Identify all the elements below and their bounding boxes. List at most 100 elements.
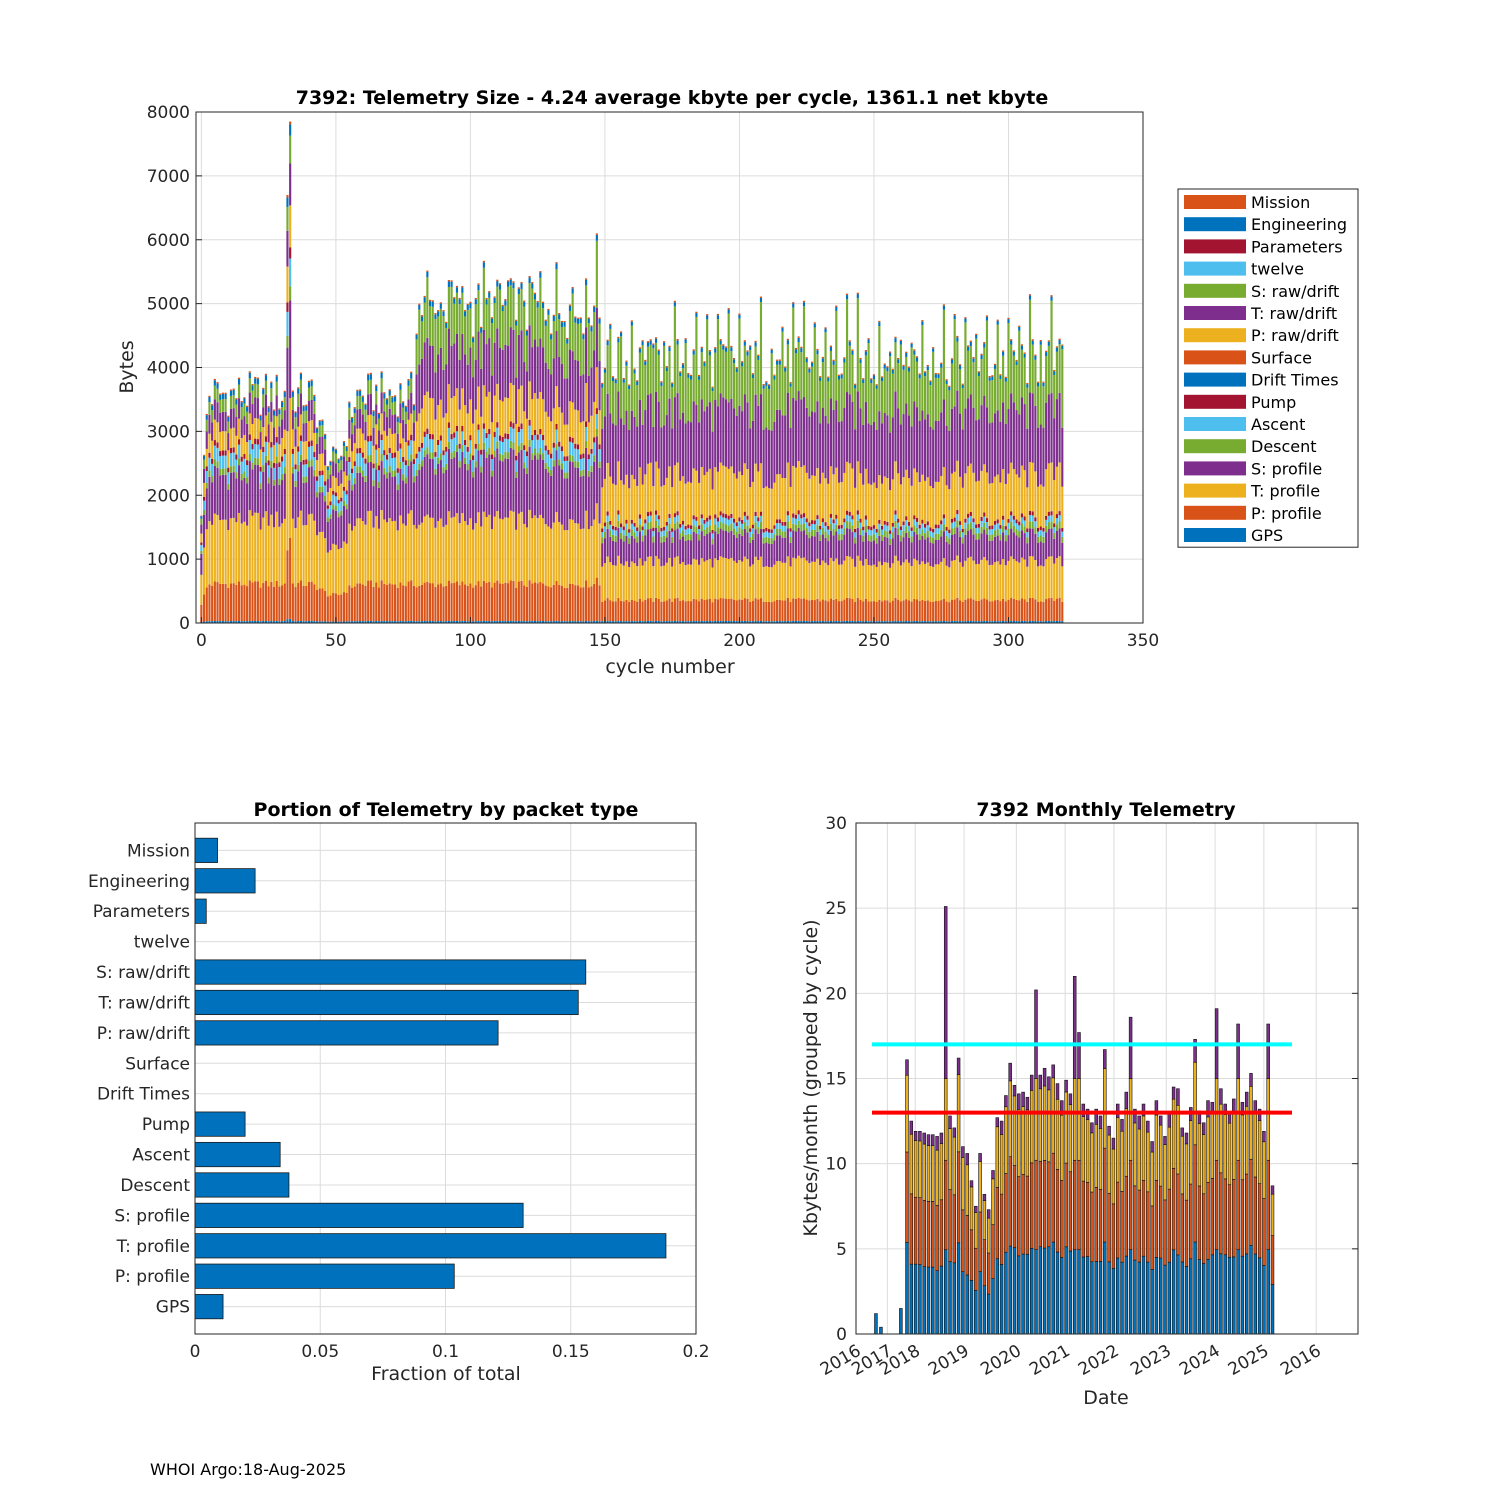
top-bar-segment-p-profile (394, 584, 397, 622)
top-bar-segment-engineering (361, 396, 364, 402)
top-bar-segment-p-raw-drift (431, 398, 434, 435)
legend-label-t-raw-drift: T: raw/drift (1250, 304, 1337, 323)
top-bar-segment-ascent (698, 528, 701, 535)
top-cycle-bar (1045, 350, 1048, 623)
top-bar-segment-s-profile (350, 490, 354, 531)
top-bar-segment-pump (937, 524, 940, 529)
top-bar-segment-descent (937, 533, 940, 540)
br-bar-segment-blue (1193, 1241, 1197, 1335)
top-bar-segment-p-raw-drift (681, 476, 685, 521)
top-bar-segment-engineering (983, 343, 986, 348)
top-bar-segment-ascent (286, 311, 289, 336)
top-bar-segment-t-raw-drift (517, 334, 520, 390)
top-bar-segment-descent (221, 468, 224, 475)
top-bar-segment-t-profile (983, 557, 986, 599)
top-cycle-bar (636, 380, 639, 623)
br-bar-segment-blue (1219, 1253, 1223, 1335)
top-bar-segment-pump (426, 428, 429, 434)
br-bar-segment-purple (1270, 1185, 1275, 1195)
top-bar-segment-s-raw-drift (897, 363, 900, 409)
top-bar-segment-gps (843, 621, 846, 623)
top-bar-segment-t-profile (628, 567, 631, 603)
top-bar-segment-mission (950, 358, 954, 360)
top-bar-segment-pump (240, 456, 243, 462)
top-bar-segment-s-profile (716, 533, 720, 561)
top-bar-segment-t-raw-drift (224, 411, 227, 432)
top-bar-segment-gps (628, 621, 631, 623)
top-bar-segment-t-raw-drift (862, 424, 865, 485)
top-bar-segment-engineering (367, 374, 370, 381)
top-bar-segment-t-raw-drift (824, 415, 827, 479)
top-cycle-bar (1026, 382, 1029, 623)
br-bar-segment-yellow (1193, 1061, 1197, 1146)
top-bar-segment-ascent (767, 532, 771, 538)
top-bar-segment-engineering (1042, 382, 1045, 387)
br-bar-segment-purple (1154, 1100, 1159, 1116)
top-bar-segment-s-profile (673, 530, 676, 558)
top-bar-segment-descent (719, 521, 722, 529)
top-bar-segment-p-raw-drift (1031, 462, 1034, 512)
top-cycle-bar (598, 317, 601, 623)
top-bar-segment-ascent (318, 475, 321, 487)
top-bar-segment-s-raw-drift (211, 410, 214, 423)
top-bar-segment-pump (722, 513, 725, 518)
top-bar-segment-s-raw-drift (560, 327, 563, 364)
top-bar-segment-s-raw-drift (757, 359, 760, 406)
br-bar-segment-blue (1103, 1241, 1107, 1335)
top-bar-segment-engineering (619, 332, 623, 337)
top-bar-segment-t-profile (969, 556, 972, 599)
top-bar-segment-pump (886, 521, 889, 526)
top-bar-segment-mission (566, 337, 569, 340)
top-bar-segment-pump (585, 421, 588, 427)
top-bar-segment-pump (571, 437, 574, 443)
top-bar-segment-t-profile (208, 521, 211, 585)
top-bar-segment-gps (302, 621, 305, 623)
top-cycle-bar (1053, 369, 1056, 623)
top-bar-segment-s-profile (695, 533, 698, 560)
top-bar-segment-mission (229, 389, 233, 391)
top-bar-segment-engineering (749, 346, 752, 351)
br-bar-segment-blue (965, 1274, 969, 1335)
top-bar-segment-gps (291, 621, 294, 623)
top-bar-segment-engineering (706, 315, 709, 320)
top-bar-segment-mission (708, 350, 711, 352)
top-bar-segment-s-raw-drift (450, 286, 453, 346)
top-bar-segment-ascent (281, 461, 284, 474)
top-bar-segment-ascent (259, 471, 262, 484)
top-bar-segment-p-raw-drift (507, 397, 510, 434)
top-bar-segment-p-profile (654, 597, 658, 621)
top-cycle-bar (716, 313, 720, 623)
top-bar-segment-s-profile (899, 541, 902, 566)
top-bar-segment-t-profile (477, 512, 480, 582)
top-bar-segment-mission (455, 285, 459, 288)
top-bar-segment-engineering (958, 365, 962, 370)
top-bar-segment-p-raw-drift (611, 483, 615, 526)
top-cycle-bar (361, 395, 364, 623)
top-bar-segment-engineering (703, 362, 706, 367)
top-bar-segment-ascent (784, 525, 787, 532)
top-cycle-bar (794, 347, 798, 623)
top-bar-segment-mission (1031, 339, 1034, 341)
top-bar-segment-ascent (999, 528, 1002, 535)
top-bar-segment-gps (999, 621, 1002, 623)
top-bar-segment-p-raw-drift (399, 423, 402, 444)
top-bar-segment-ascent (854, 532, 857, 538)
top-cycle-bar (601, 382, 604, 623)
top-cycle-bar (681, 363, 685, 623)
top-bar-segment-pump (891, 522, 894, 527)
top-bar-segment-s-raw-drift (563, 326, 566, 379)
br-bar-segment-blue (1047, 1246, 1051, 1335)
top-bar-segment-mission (910, 342, 913, 344)
top-bar-segment-s-raw-drift (754, 346, 757, 395)
top-bar-segment-gps (278, 621, 281, 623)
top-bar-segment-pump (883, 520, 886, 525)
top-bar-segment-pump (237, 439, 241, 445)
top-bar-segment-t-raw-drift (646, 394, 650, 464)
top-bar-segment-pump (383, 450, 386, 456)
top-bar-segment-gps (566, 621, 569, 623)
br-bar-segment-yellow (1017, 1109, 1021, 1177)
top-cycle-bar (872, 374, 876, 623)
top-bar-segment-p-raw-drift (730, 466, 733, 514)
top-bar-segment-p-profile (235, 584, 238, 622)
top-bar-segment-t-profile (700, 558, 703, 599)
